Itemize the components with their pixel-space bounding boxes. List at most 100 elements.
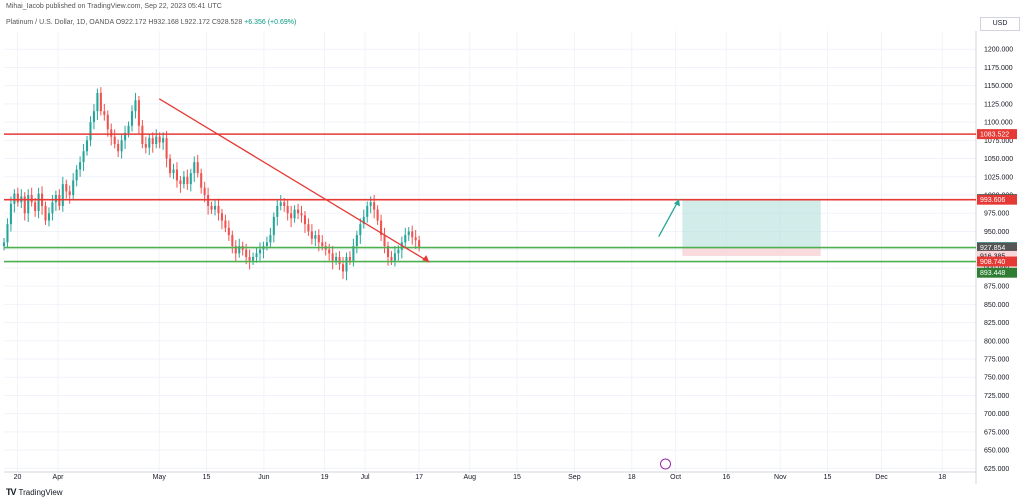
candle-body (99, 92, 102, 112)
candle-body (65, 184, 68, 192)
candle-body (158, 136, 161, 143)
candle-body (390, 256, 393, 261)
candle-body (162, 138, 165, 143)
x-tick-label: Aug (464, 474, 477, 481)
x-tick-label: 19 (321, 474, 329, 481)
candle-body (134, 100, 137, 112)
price-label: 927.854 (980, 245, 1005, 252)
x-tick-label: Jul (361, 474, 370, 481)
down-trendline (158, 98, 430, 263)
candle-body (293, 209, 296, 219)
x-tick-label: 18 (628, 474, 636, 481)
candle-body (335, 256, 338, 261)
candle-body (310, 231, 313, 239)
candle-body (255, 253, 258, 257)
candle-body (341, 264, 345, 272)
y-tick-label: 825.000 (984, 320, 1009, 327)
candle-body (79, 162, 82, 170)
candle-body (34, 202, 37, 212)
candle-body (238, 246, 241, 254)
price-label: 908.740 (980, 259, 1005, 266)
candle-body (13, 193, 16, 204)
candle-body (207, 195, 210, 206)
y-tick-label: 700.000 (984, 411, 1009, 418)
y-tick-label: 750.000 (984, 375, 1009, 382)
candle-body (89, 122, 92, 141)
candle-body (58, 195, 61, 206)
candle-body (258, 249, 262, 254)
candle-body (411, 231, 414, 238)
x-tick-label: Sep (568, 474, 581, 481)
candle-body (328, 249, 331, 254)
candle-body (252, 256, 255, 261)
target-zone (682, 199, 821, 248)
candle-body (179, 180, 182, 185)
candle-body (155, 136, 158, 144)
x-tick-label: May (153, 474, 167, 481)
candle-body (265, 242, 268, 247)
x-tick-label: Nov (774, 474, 787, 481)
candle-body (72, 180, 75, 196)
currency-button[interactable]: USD (980, 17, 1020, 31)
change-value: +6.356 (+0.69%) (244, 19, 297, 26)
candle-body (117, 143, 120, 152)
candle-body (75, 169, 78, 181)
candle-body (380, 220, 383, 236)
candle-body (169, 158, 172, 174)
x-tick-label: Apr (53, 474, 65, 481)
candle-body (307, 224, 310, 232)
candle-body (27, 195, 30, 214)
y-tick-label: 975.000 (984, 211, 1009, 218)
y-tick-label: 1100.000 (984, 120, 1013, 127)
candle-body (414, 237, 417, 241)
candle-body (175, 169, 179, 181)
tradingview-logo-icon: TV (6, 487, 16, 497)
candle-body (113, 136, 116, 144)
y-tick-label: 1150.000 (984, 83, 1013, 90)
candle-body (407, 231, 410, 236)
x-tick-label: 15 (513, 474, 521, 481)
candle-body (386, 246, 390, 257)
candle-body (355, 235, 358, 247)
candle-body (369, 202, 372, 206)
candle-body (279, 202, 282, 206)
candle-body (272, 216, 275, 236)
projection-arrow (658, 199, 680, 237)
candle-body (130, 111, 134, 126)
y-tick-label: 875.000 (984, 284, 1009, 291)
symbol-name[interactable]: Platinum / U.S. Dollar, 1D, OANDA (6, 19, 114, 26)
candle-body (51, 202, 54, 214)
candle-body (82, 151, 85, 163)
x-tick-label: 16 (722, 474, 730, 481)
y-tick-label: 625.000 (984, 466, 1009, 473)
candle-body (359, 224, 362, 236)
candle-body (317, 235, 320, 243)
candle-body (373, 202, 376, 210)
candle-body (6, 224, 9, 243)
x-tick-label: Dec (875, 474, 888, 481)
candle-body (231, 235, 234, 247)
candle-body (404, 235, 407, 243)
candle-body (203, 187, 206, 196)
price-label-bg (977, 129, 1017, 140)
candle-body (314, 235, 317, 239)
candle-body (92, 111, 95, 123)
candle-body (418, 240, 421, 248)
candle-body (30, 195, 33, 203)
candle-body (37, 193, 40, 212)
y-tick-label: 725.000 (984, 393, 1009, 400)
y-tick-label: 675.000 (984, 429, 1009, 436)
brand-name: TradingView (18, 487, 63, 497)
candle-body (54, 195, 57, 203)
candle-body (2, 242, 6, 247)
price-label-bg (977, 256, 1017, 267)
candle-body (338, 256, 341, 265)
candle-body (276, 205, 279, 217)
candle-body (96, 92, 99, 112)
candle-body (345, 256, 348, 272)
candle-body (348, 256, 351, 261)
candle-body (47, 213, 51, 221)
candle-body (383, 235, 386, 247)
candle-body (210, 205, 213, 210)
